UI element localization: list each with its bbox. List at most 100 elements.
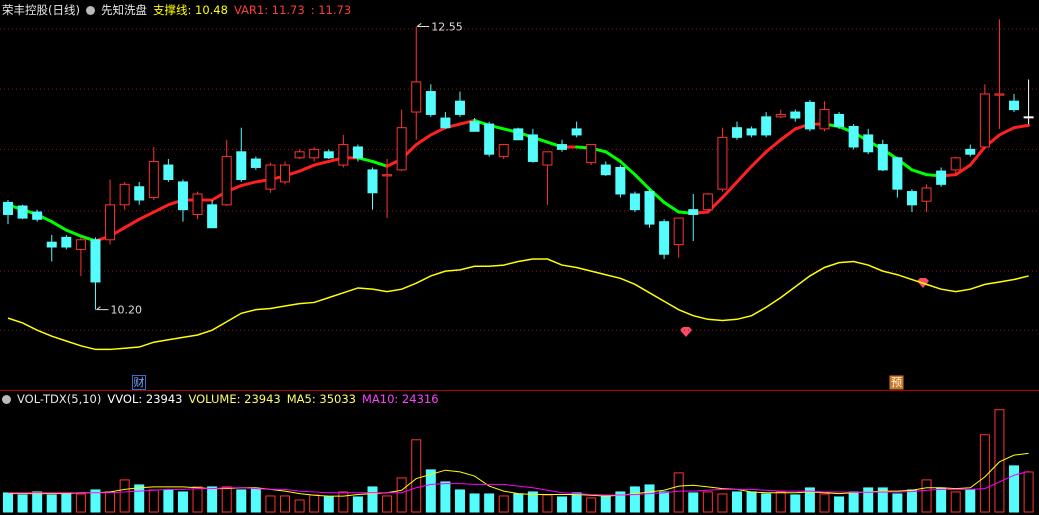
ma-segment (429, 126, 447, 137)
legend-entry: 支撑线: 10.48 (152, 3, 228, 17)
volume-bar (994, 409, 1005, 513)
volume-bar (542, 494, 553, 513)
volume-bar (192, 486, 203, 513)
ma-segment (633, 173, 652, 191)
indicator-icon[interactable] (2, 394, 11, 404)
ma-segment (604, 150, 622, 163)
volume-bar (46, 494, 57, 513)
candle-body (17, 205, 28, 219)
candle-body (702, 193, 713, 211)
candle-body (848, 125, 859, 148)
candle-body (498, 144, 509, 158)
candle-body (644, 191, 655, 225)
volume-bar (32, 491, 43, 513)
marker-text: 预 (891, 376, 902, 389)
candle-body (659, 221, 670, 255)
candle-body (921, 187, 932, 202)
legend-entry: MA5: 35033 (286, 392, 356, 406)
candle-body (32, 211, 43, 220)
candle-body (513, 128, 524, 141)
volume-bar (3, 492, 13, 513)
candle-body (177, 181, 188, 211)
candle-body (732, 127, 742, 138)
volume-bar (732, 491, 742, 513)
candle-body (804, 101, 815, 130)
ma-segment (312, 159, 331, 167)
candle-body (440, 117, 451, 129)
legend-entry: MA10: 24316 (361, 392, 439, 406)
candle-body (979, 93, 990, 148)
volume-bar (440, 481, 451, 513)
volume-bar (775, 491, 786, 513)
candle-body (790, 111, 801, 119)
candle-body (221, 156, 232, 206)
candle-body (673, 217, 684, 246)
candle-body (425, 91, 436, 115)
candle-body (90, 239, 101, 283)
candle-body (819, 109, 830, 130)
volume-bar (148, 489, 159, 513)
indicator-line (7, 258, 1029, 351)
legend-entry: VOLUME: 23943 (188, 392, 281, 406)
volume-bar (819, 493, 830, 513)
ma-segment (123, 217, 141, 230)
ma-segment (750, 150, 768, 168)
candle-body (527, 134, 538, 162)
candle-body (280, 164, 291, 183)
ma-segment (735, 164, 754, 184)
candle-body (936, 170, 947, 185)
volume-bar (382, 495, 393, 513)
volume-bar (834, 496, 845, 513)
annotation-label: 10.20 (110, 304, 142, 317)
ma-segment (152, 203, 170, 214)
candle-body (1023, 116, 1034, 119)
candle-body (1009, 100, 1020, 111)
candle-body (775, 113, 786, 118)
volume-bar (294, 499, 305, 513)
volume-bar (513, 493, 524, 513)
volume-bar (629, 486, 640, 513)
volume-bar (892, 493, 903, 513)
indicator-name: 先知洗盘 (100, 3, 147, 17)
volume-bar (250, 488, 261, 513)
volume-bar (207, 486, 218, 513)
volume-header: VOL-TDX(5,10) VVOL: 23943 VOLUME: 23943 MA… (2, 391, 439, 407)
candle-body (586, 144, 597, 164)
price-header: 荣丰控股(日线) 先知洗盘 支撑线: 10.48 VAR1: 11.73: 11.… (2, 2, 351, 18)
volume-bar (717, 493, 728, 513)
candle-body (965, 148, 976, 155)
ma-segment (764, 138, 783, 154)
candle-body (863, 134, 874, 153)
ma-segment (779, 127, 797, 142)
volume-bar (425, 469, 436, 513)
ma-segment (662, 200, 681, 214)
volume-bar (280, 495, 291, 513)
volume-bar (61, 492, 72, 513)
volume-bar (323, 496, 334, 513)
marker-text: 财 (134, 375, 145, 389)
candle-body (367, 169, 378, 194)
candle-body (192, 193, 203, 215)
candle-body (352, 146, 363, 159)
ma-segment (618, 159, 637, 177)
ma-segment (720, 180, 739, 200)
volume-bar (367, 486, 378, 513)
volume-bar (644, 484, 655, 513)
candle-body (542, 151, 553, 166)
candle-body (46, 241, 57, 248)
volume-bar (484, 493, 495, 513)
volume-bar (673, 472, 684, 513)
candle-body (615, 166, 626, 195)
candle-body (207, 204, 218, 229)
ma-segment (458, 118, 477, 126)
volume-bar (163, 489, 174, 513)
indicator-icon[interactable] (85, 5, 95, 15)
volume-bar (863, 487, 874, 513)
candle-body (469, 121, 480, 132)
volume-bar (411, 439, 422, 513)
volume-bar (134, 484, 145, 513)
candle-body (877, 144, 888, 171)
candle-body (557, 144, 568, 150)
